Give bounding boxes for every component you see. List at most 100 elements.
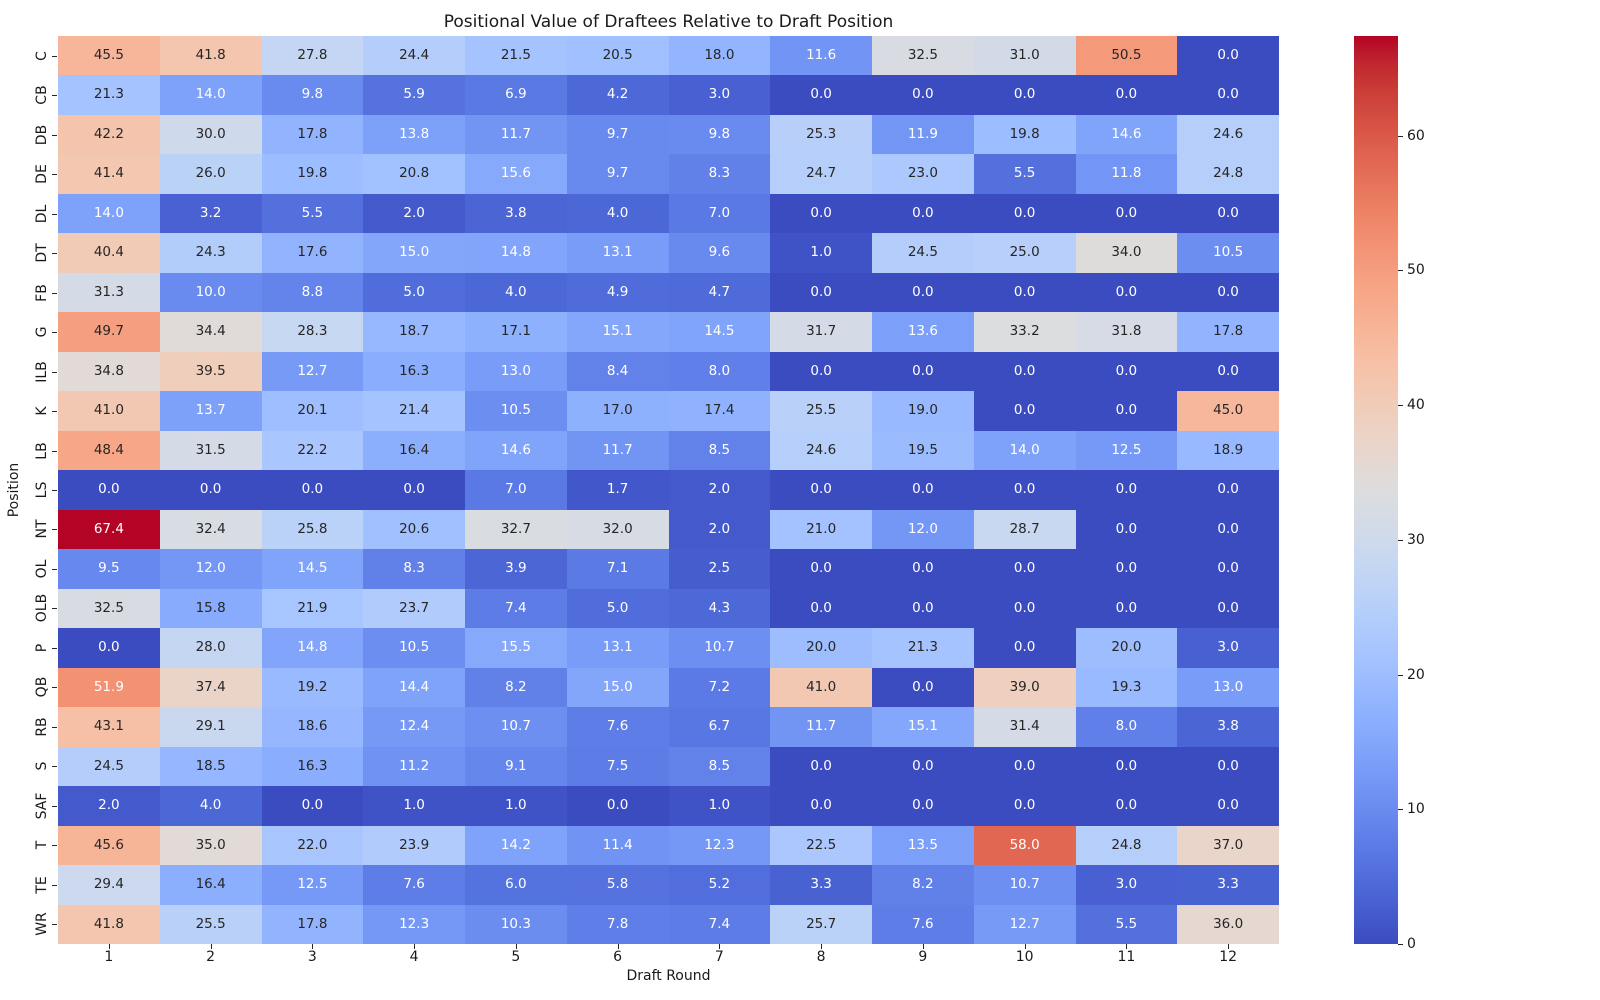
y-tick-label: LB bbox=[34, 441, 50, 460]
heatmap-cell: 0.0 bbox=[58, 628, 160, 668]
heatmap-cell: 4.0 bbox=[159, 786, 262, 826]
heatmap-cell: 0.0 bbox=[872, 786, 974, 826]
heatmap-cell: 0.0 bbox=[261, 786, 364, 826]
heatmap-cell: 10.7 bbox=[973, 865, 1076, 905]
heatmap-cell: 20.1 bbox=[261, 391, 364, 431]
heatmap-cell: 0.0 bbox=[1177, 786, 1279, 826]
heatmap-cell: 10.7 bbox=[465, 707, 567, 747]
colorbar-tick-mark bbox=[1398, 809, 1403, 811]
heatmap-cell: 4.0 bbox=[566, 193, 669, 234]
chart-title: Positional Value of Draftees Relative to… bbox=[443, 12, 894, 32]
y-tick-label: DE bbox=[34, 164, 50, 184]
x-tick-label: 11 bbox=[1117, 949, 1136, 965]
heatmap-cell: 12.7 bbox=[261, 351, 364, 392]
heatmap-cell: 28.7 bbox=[973, 509, 1076, 550]
y-tick-mark bbox=[52, 726, 57, 728]
heatmap-cell: 31.7 bbox=[770, 312, 872, 352]
heatmap-cell: 0.0 bbox=[973, 786, 1076, 826]
heatmap-cell: 25.7 bbox=[770, 904, 872, 944]
heatmap-cell: 0.0 bbox=[872, 746, 974, 787]
heatmap-cell: 20.0 bbox=[770, 628, 872, 668]
y-tick-label: T bbox=[34, 841, 50, 850]
heatmap-cell: 28.0 bbox=[159, 628, 262, 668]
heatmap-cell: 4.7 bbox=[668, 272, 771, 313]
heatmap-cell: 15.6 bbox=[465, 154, 567, 194]
heatmap-cell: 14.8 bbox=[261, 628, 364, 668]
heatmap-cell: 25.5 bbox=[159, 904, 262, 944]
heatmap-cell: 34.8 bbox=[58, 351, 160, 392]
y-tick-mark bbox=[52, 845, 57, 847]
heatmap-cell: 32.4 bbox=[159, 509, 262, 550]
heatmap-cell: 24.5 bbox=[872, 233, 974, 273]
heatmap-cell: 15.1 bbox=[872, 707, 974, 747]
x-tick-label: 5 bbox=[511, 949, 521, 965]
heatmap-cell: 19.2 bbox=[261, 667, 364, 708]
heatmap-cell: 7.1 bbox=[566, 549, 669, 589]
heatmap-cell: 21.4 bbox=[363, 391, 465, 431]
heatmap-cell: 20.6 bbox=[363, 509, 465, 550]
heatmap-cell: 41.0 bbox=[770, 667, 872, 708]
heatmap-cell: 3.0 bbox=[668, 75, 771, 115]
heatmap-cell: 25.3 bbox=[770, 114, 872, 155]
heatmap-cell: 21.5 bbox=[465, 36, 567, 76]
heatmap-cell: 7.0 bbox=[668, 193, 771, 234]
x-tick-mark bbox=[1228, 944, 1230, 949]
y-tick-mark bbox=[52, 568, 57, 570]
heatmap-cell: 22.2 bbox=[261, 430, 364, 471]
heatmap-cell: 0.0 bbox=[1177, 588, 1279, 629]
heatmap-cell: 16.4 bbox=[159, 865, 262, 905]
heatmap-cell: 32.0 bbox=[566, 509, 669, 550]
heatmap-cell: 4.3 bbox=[668, 588, 771, 629]
heatmap-cell: 8.5 bbox=[668, 746, 771, 787]
y-tick-label: QB bbox=[34, 677, 50, 698]
heatmap-cell: 11.2 bbox=[363, 746, 465, 787]
heatmap-cell: 0.0 bbox=[159, 470, 262, 510]
heatmap-cell: 5.0 bbox=[566, 588, 669, 629]
heatmap-cell: 0.0 bbox=[1177, 746, 1279, 787]
x-tick-mark bbox=[414, 944, 416, 949]
heatmap-cell: 6.0 bbox=[465, 865, 567, 905]
x-tick-mark bbox=[821, 944, 823, 949]
heatmap-cell: 13.0 bbox=[465, 351, 567, 392]
heatmap-cell: 43.1 bbox=[58, 707, 160, 747]
heatmap-cell: 6.7 bbox=[668, 707, 771, 747]
heatmap-cell: 3.3 bbox=[770, 865, 872, 905]
heatmap-cell: 0.0 bbox=[770, 786, 872, 826]
heatmap-cell: 2.0 bbox=[363, 193, 465, 234]
heatmap-cell: 32.7 bbox=[465, 509, 567, 550]
heatmap-cell: 0.0 bbox=[363, 470, 465, 510]
heatmap-cell: 19.8 bbox=[973, 114, 1076, 155]
heatmap-cell: 14.5 bbox=[668, 312, 771, 352]
heatmap-cell: 23.9 bbox=[363, 825, 465, 866]
heatmap-cell: 15.8 bbox=[159, 588, 262, 629]
heatmap-cell: 11.8 bbox=[1075, 154, 1178, 194]
heatmap-cell: 10.5 bbox=[1177, 233, 1279, 273]
heatmap-cell: 0.0 bbox=[872, 351, 974, 392]
heatmap-cell: 2.5 bbox=[668, 549, 771, 589]
heatmap-cell: 42.2 bbox=[58, 114, 160, 155]
heatmap-cell: 2.0 bbox=[668, 509, 771, 550]
heatmap-cell: 11.4 bbox=[566, 825, 669, 866]
heatmap-cell: 0.0 bbox=[1177, 272, 1279, 313]
x-tick-mark bbox=[922, 944, 924, 949]
heatmap-cell: 13.1 bbox=[566, 628, 669, 668]
heatmap-cell: 5.5 bbox=[1075, 904, 1178, 944]
heatmap-cell: 16.3 bbox=[261, 746, 364, 787]
colorbar-tick-label: 50 bbox=[1407, 262, 1425, 279]
heatmap-cell: 24.4 bbox=[363, 36, 465, 76]
heatmap-cell: 0.0 bbox=[58, 470, 160, 510]
heatmap-cell: 18.0 bbox=[668, 36, 771, 76]
heatmap-cell: 23.7 bbox=[363, 588, 465, 629]
heatmap-cell: 7.0 bbox=[465, 470, 567, 510]
heatmap-cell: 5.5 bbox=[973, 154, 1076, 194]
heatmap-cell: 0.0 bbox=[872, 272, 974, 313]
heatmap-cell: 0.0 bbox=[1177, 470, 1279, 510]
heatmap-cell: 29.4 bbox=[58, 865, 160, 905]
heatmap-cell: 4.9 bbox=[566, 272, 669, 313]
heatmap-cell: 8.4 bbox=[566, 351, 669, 392]
y-tick-label: NT bbox=[34, 519, 50, 539]
heatmap-cell: 18.5 bbox=[159, 746, 262, 787]
heatmap-cell: 17.8 bbox=[1177, 312, 1279, 352]
heatmap-cell: 17.6 bbox=[261, 233, 364, 273]
